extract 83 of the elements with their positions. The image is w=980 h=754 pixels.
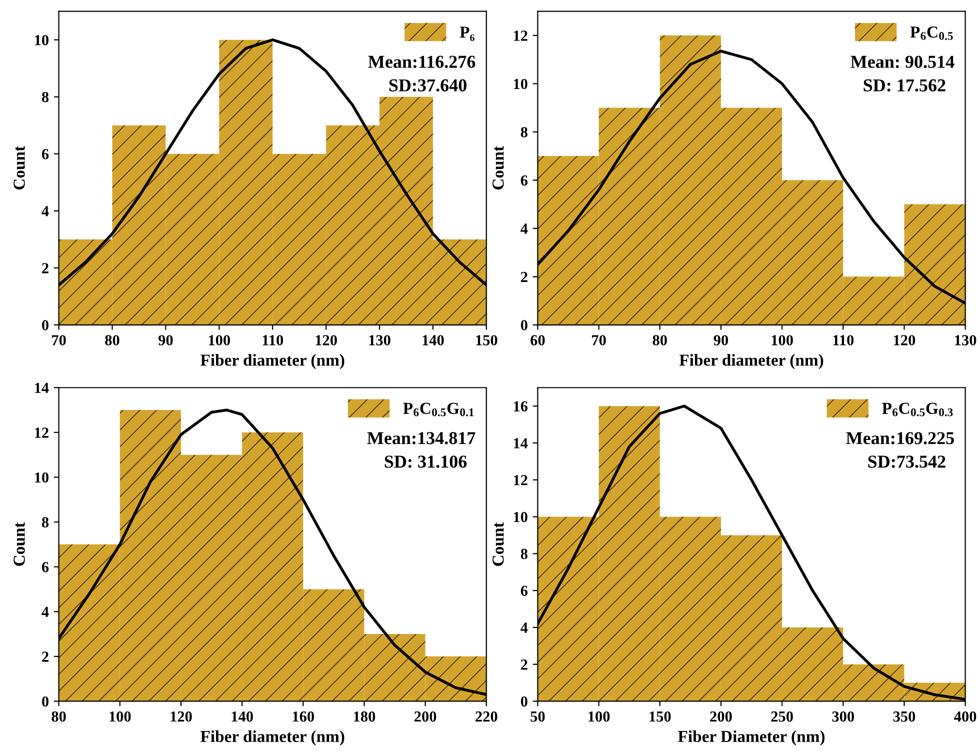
x-tick-label: 80 xyxy=(652,335,667,346)
x-axis-title: Fiber diameter (nm) xyxy=(679,354,824,370)
x-axis-title: Fiber diameter (nm) xyxy=(200,354,344,370)
y-tick-label: 0 xyxy=(42,320,48,330)
x-axis-title: Fiber diameter (nm) xyxy=(200,730,344,746)
x-tick-label: 110 xyxy=(833,335,854,346)
y-tick-label: 12 xyxy=(514,475,528,486)
x-tick-label: 200 xyxy=(414,711,436,722)
x-tick-label: 120 xyxy=(316,335,337,346)
x-tick-label: 130 xyxy=(369,335,390,346)
y-tick-label: 16 xyxy=(514,401,528,412)
x-tick-label: 90 xyxy=(714,335,728,346)
x-tick-label: 100 xyxy=(110,711,131,722)
y-tick-label: 4 xyxy=(520,622,528,633)
y-tick-label: 0 xyxy=(42,696,48,707)
y-tick-label: 6 xyxy=(520,175,528,186)
y-tick-label: 0 xyxy=(520,696,528,707)
y-axis-title: Count xyxy=(14,146,25,190)
annotation: SD:37.640 xyxy=(389,79,466,92)
annotation: Mean:116.276 xyxy=(368,56,476,68)
x-tick-label: 250 xyxy=(771,711,793,722)
x-tick-label: 90 xyxy=(158,335,173,346)
x-tick-label: 120 xyxy=(170,711,192,722)
x-tick-label: 180 xyxy=(354,711,376,722)
x-tick-label: 60 xyxy=(530,335,545,346)
x-tick-label: 50 xyxy=(530,711,545,722)
x-tick-label: 140 xyxy=(232,711,253,722)
y-tick-label: 8 xyxy=(42,517,49,528)
y-tick-label: 10 xyxy=(35,34,48,46)
x-tick-label: 70 xyxy=(592,335,606,346)
x-tick-label: 150 xyxy=(476,335,498,346)
y-tick-label: 2 xyxy=(520,660,528,670)
annotation: Mean: 90.514 xyxy=(850,56,954,68)
legend-label: P$_{6}$C$_{0.5}$G$_{0.3}$ xyxy=(882,402,953,416)
y-tick-label: 4 xyxy=(42,206,49,216)
y-tick-label: 8 xyxy=(520,127,528,138)
x-tick-label: 400 xyxy=(954,711,976,722)
y-tick-label: 0 xyxy=(520,320,528,330)
x-tick-label: 130 xyxy=(955,335,976,346)
y-tick-label: 4 xyxy=(42,606,49,617)
y-tick-label: 10 xyxy=(514,78,528,90)
legend-label: P$_{6}$C$_{0.5}$G$_{0.1}$ xyxy=(403,402,474,416)
x-tick-label: 100 xyxy=(208,335,230,346)
annotation: Mean:134.817 xyxy=(367,432,476,444)
y-tick-label: 6 xyxy=(42,562,49,572)
x-axis-title: Fiber Diameter (nm) xyxy=(678,730,825,746)
x-tick-label: 350 xyxy=(893,711,916,722)
x-tick-label: 110 xyxy=(262,335,284,346)
y-axis-title: Count xyxy=(492,146,504,190)
y-tick-label: 10 xyxy=(35,472,48,483)
y-tick-label: 6 xyxy=(520,586,528,596)
x-tick-label: 70 xyxy=(52,335,66,346)
y-tick-label: 6 xyxy=(42,149,49,160)
y-tick-label: 14 xyxy=(35,382,49,393)
annotation: SD: 17.562 xyxy=(864,79,946,92)
x-tick-label: 150 xyxy=(650,711,671,722)
y-tick-label: 4 xyxy=(520,224,528,234)
x-tick-label: 140 xyxy=(422,335,444,346)
x-tick-label: 100 xyxy=(772,335,793,346)
y-tick-label: 2 xyxy=(520,272,528,282)
x-tick-label: 100 xyxy=(588,711,610,722)
y-tick-label: 12 xyxy=(35,428,48,438)
legend-label: P$_{6}$C$_{0.5}$ xyxy=(910,26,953,40)
y-tick-label: 10 xyxy=(514,512,528,522)
x-tick-label: 120 xyxy=(894,335,916,346)
annotation: Mean:169.225 xyxy=(846,432,954,444)
x-tick-label: 220 xyxy=(476,711,498,722)
y-tick-label: 2 xyxy=(42,263,48,274)
legend-label: P₆ xyxy=(460,26,474,42)
y-tick-label: 12 xyxy=(514,30,528,41)
annotation: SD: 31.106 xyxy=(384,456,467,468)
x-tick-label: 160 xyxy=(292,711,314,722)
y-axis-title: Count xyxy=(14,522,25,566)
y-tick-label: 8 xyxy=(520,548,528,560)
x-tick-label: 80 xyxy=(105,335,120,346)
x-tick-label: 300 xyxy=(832,711,854,722)
x-tick-label: 200 xyxy=(710,711,732,722)
y-tick-label: 14 xyxy=(514,438,528,448)
y-axis-title: Count xyxy=(492,522,504,566)
y-tick-label: 2 xyxy=(42,652,48,662)
annotation: SD:73.542 xyxy=(868,456,946,468)
y-tick-label: 8 xyxy=(42,92,49,102)
x-tick-label: 80 xyxy=(52,711,66,722)
